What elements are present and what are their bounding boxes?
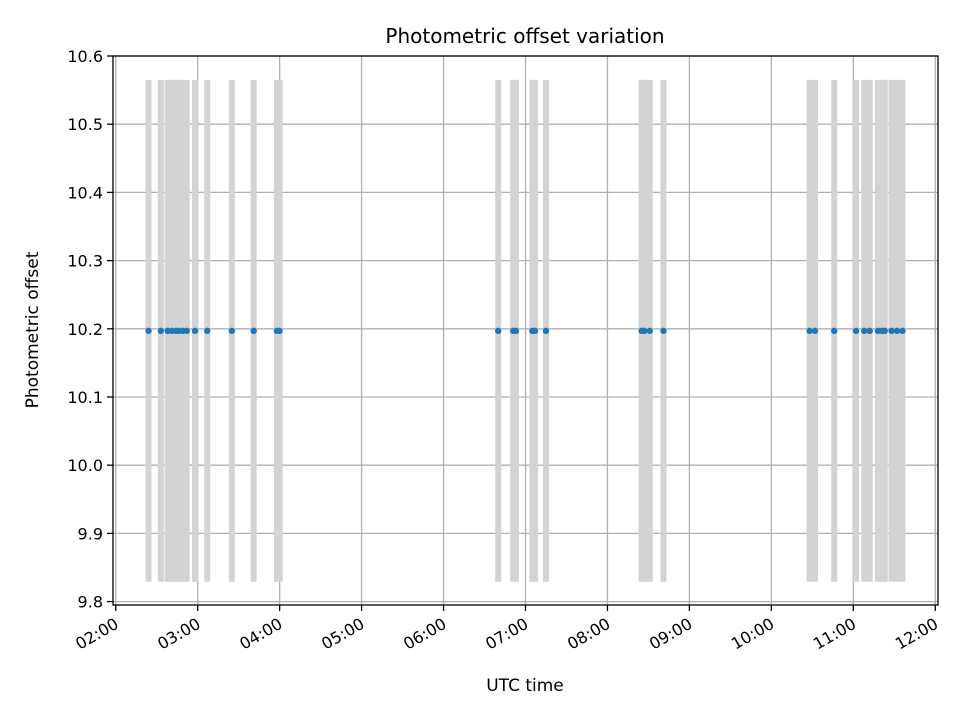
data-point [183, 327, 190, 335]
y-tick-label: 10.5 [67, 115, 103, 134]
x-tick-label: 12:00 [892, 614, 941, 654]
grid-layer [113, 55, 938, 605]
x-tick-label: 07:00 [482, 614, 531, 654]
x-tick-label: 06:00 [400, 614, 449, 654]
data-point [512, 327, 520, 335]
data-point [866, 327, 873, 335]
x-tick-label: 11:00 [810, 614, 859, 654]
x-tick-label: 02:00 [72, 614, 121, 654]
x-tick-label: 03:00 [154, 614, 203, 654]
data-point [157, 327, 165, 335]
y-tick-label: 10.6 [67, 47, 103, 66]
data-point [646, 327, 653, 335]
data-point [641, 327, 648, 335]
y-tick-label: 10.3 [67, 252, 103, 271]
data-point [806, 327, 813, 335]
y-tick-label: 10.4 [67, 183, 103, 202]
x-tick-label: 10:00 [728, 614, 777, 654]
data-point [250, 327, 257, 335]
data-point [191, 327, 199, 335]
y-tick-label: 9.9 [78, 524, 103, 543]
y-tick-label: 10.0 [67, 456, 103, 475]
data-point [881, 327, 888, 335]
x-axis-label: UTC time [486, 676, 564, 696]
data-point [204, 327, 211, 335]
data-point [531, 327, 539, 335]
data-point [228, 327, 236, 335]
data-point [660, 327, 667, 335]
data-point [893, 327, 901, 335]
data-point [145, 327, 152, 335]
x-tick-label: 09:00 [646, 614, 695, 654]
data-point [811, 327, 819, 335]
chart-title: Photometric offset variation [385, 24, 664, 48]
y-axis-label: Photometric offset [23, 251, 43, 408]
y-tick-label: 10.1 [67, 388, 103, 407]
y-tick-label: 10.2 [67, 320, 103, 339]
data-point [888, 327, 895, 335]
data-point [542, 327, 550, 335]
point-layer [145, 327, 906, 335]
data-point [276, 327, 283, 335]
data-point [494, 327, 502, 335]
data-point [899, 327, 906, 335]
x-tick-label: 05:00 [318, 614, 367, 654]
data-point [852, 327, 860, 335]
data-point [861, 327, 868, 335]
data-point [830, 327, 838, 335]
y-tick-label: 9.8 [78, 593, 103, 612]
x-tick-label: 04:00 [236, 614, 285, 654]
x-tick-label: 08:00 [564, 614, 613, 654]
